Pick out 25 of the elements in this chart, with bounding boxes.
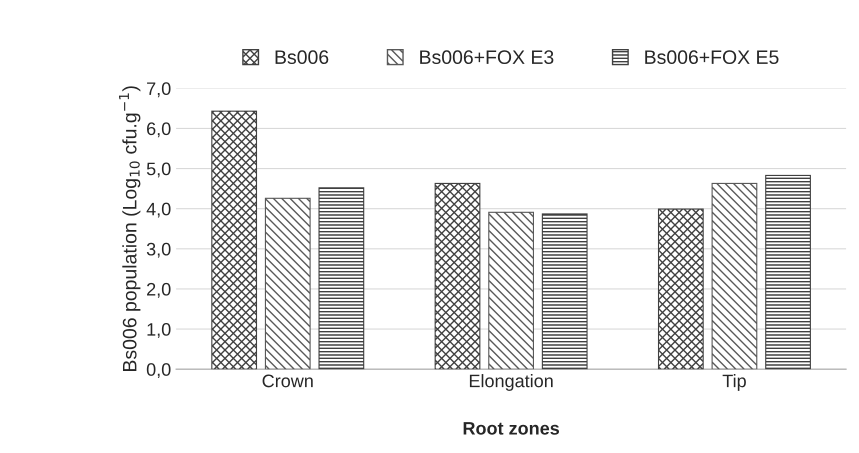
x-tick-label: Tip [722, 374, 746, 391]
y-tick-label: 7,0 [147, 82, 171, 98]
bar [542, 213, 588, 370]
bar [211, 110, 258, 370]
y-axis-title: Bs006 population (Log$_{10}$ cfu.g$^{−1}$) [119, 86, 140, 371]
bar [488, 212, 534, 370]
y-tick-label: 1,0 [148, 323, 171, 338]
bar [658, 208, 704, 370]
y-tick-label: 4,0 [146, 202, 171, 218]
legend-label: Bs006+FOX E3 [420, 50, 554, 64]
bar [712, 182, 758, 370]
y-tick-label: 2,0 [147, 282, 171, 298]
y-tick-label: 3,0 [146, 242, 171, 258]
bar [264, 198, 311, 370]
x-tick-label: Elongation [470, 374, 553, 391]
legend-label: Bs006 [276, 50, 328, 64]
x-tick-label: Crown [262, 374, 313, 388]
bar [318, 187, 364, 370]
y-tick-label: 5,0 [146, 162, 171, 178]
bar [765, 174, 811, 370]
legend-label: Bs006+FOX E5 [645, 50, 778, 64]
bar [434, 182, 480, 370]
y-tick-label: 6,0 [147, 122, 171, 138]
y-tick-label: 0,0 [146, 363, 171, 378]
x-axis-title: Root zones [464, 422, 560, 435]
